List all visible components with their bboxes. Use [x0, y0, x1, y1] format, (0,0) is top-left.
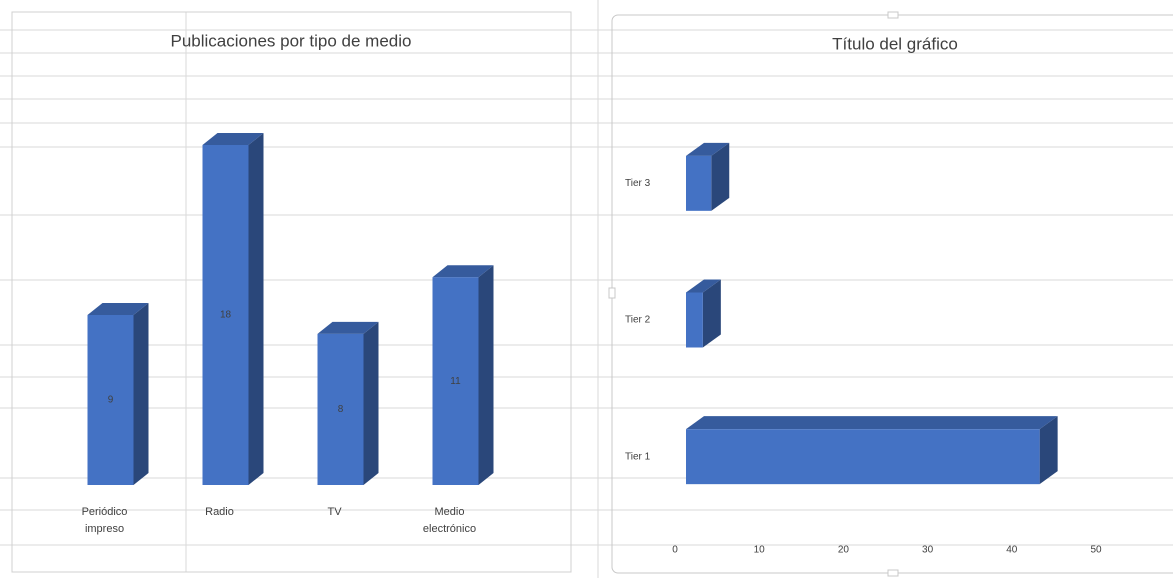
bar-side [478, 265, 494, 485]
data-label: 11 [450, 376, 461, 387]
x-tick-label: Periódico impreso [81, 506, 128, 535]
bar-side [711, 142, 730, 211]
bar-side [702, 279, 721, 348]
bar [202, 145, 249, 485]
bar [686, 155, 712, 211]
bar-top [686, 279, 721, 293]
resize-handle[interactable] [887, 569, 899, 577]
x-tick-label: 30 [922, 545, 934, 556]
bar [87, 315, 134, 485]
bar-side [248, 133, 264, 485]
x-tick-label: Radio [205, 506, 234, 518]
bar [317, 333, 364, 485]
bar-top [202, 133, 264, 145]
bar-top [432, 265, 494, 278]
bar [432, 277, 479, 485]
bar-top [317, 321, 379, 334]
data-label: 18 [220, 310, 232, 321]
x-tick-label: 40 [1006, 545, 1018, 556]
x-tick-label: 20 [838, 545, 850, 556]
bar [686, 429, 1040, 485]
data-label: 9 [108, 395, 114, 406]
y-tick-label: Tier 3 [625, 178, 651, 189]
x-tick-label: Medio electrónico [422, 506, 477, 535]
chart-title: Título del gráfico [832, 34, 958, 53]
x-tick-label: 50 [1090, 545, 1102, 556]
resize-handle[interactable] [887, 11, 899, 19]
bar-top [686, 416, 1058, 430]
chart-frame [11, 11, 572, 573]
y-tick-label: Tier 1 [625, 451, 651, 462]
x-tick-label: 10 [754, 545, 766, 556]
bar-top [87, 303, 149, 315]
data-label: 8 [338, 404, 344, 415]
bar-side [363, 321, 379, 485]
bar-side [133, 303, 149, 485]
y-tick-label: Tier 2 [625, 315, 651, 326]
bar-top [686, 142, 730, 156]
chart-title: Publicaciones por tipo de medio [171, 31, 412, 50]
bar [686, 292, 703, 348]
bar-side [1039, 416, 1058, 485]
x-tick-label: TV [327, 506, 342, 518]
x-tick-label: 0 [672, 545, 678, 556]
resize-handle[interactable] [608, 287, 616, 299]
